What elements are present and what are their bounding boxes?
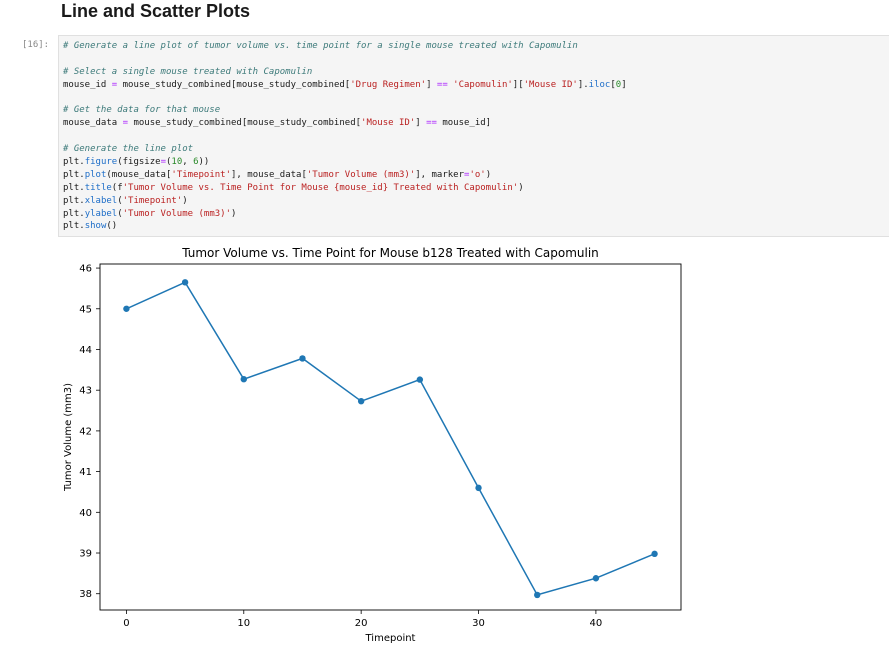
y-tick-label: 38 (79, 589, 92, 600)
code-line: # Generate a line plot of tumor volume v… (63, 41, 578, 51)
plot-area-frame (99, 263, 682, 611)
data-point-marker (123, 305, 130, 312)
data-point-marker (475, 484, 482, 492)
y-tick-label: 45 (79, 304, 92, 315)
y-tick-label: 41 (79, 467, 92, 478)
chart-title: Tumor Volume vs. Time Point for Mouse b1… (181, 246, 599, 260)
code-line: plt.show() (63, 221, 118, 232)
x-tick-label: 0 (123, 618, 129, 629)
data-point-marker (181, 279, 189, 286)
x-tick-label: 10 (237, 618, 250, 629)
y-axis-label: Tumor Volume (mm3) (63, 383, 74, 492)
y-tick-label: 42 (79, 426, 92, 437)
data-point-marker (592, 575, 600, 582)
data-point-marker (240, 375, 247, 383)
code-line: plt.plot(mouse_data['Timepoint'], mouse_… (63, 169, 492, 180)
data-point-marker (534, 591, 541, 599)
series-line (126, 281, 655, 596)
y-tick-label: 43 (79, 386, 92, 397)
cell-execution-count: [16]: (22, 40, 50, 50)
x-tick-label: 20 (355, 618, 368, 629)
data-point-marker (299, 355, 306, 362)
code-line: plt.title(f'Tumor Volume vs. Time Point … (63, 182, 524, 193)
code-line: mouse_id = mouse_study_combined[mouse_st… (63, 79, 627, 90)
code-line: plt.ylabel('Tumor Volume (mm3)') (63, 208, 237, 219)
code-line: # Get the data for that mouse (63, 105, 221, 116)
data-point-marker (651, 550, 658, 558)
y-tick-label: 44 (79, 345, 92, 356)
data-point-marker (416, 376, 424, 383)
code-line: plt.figure(figsize=(10, 6)) (63, 157, 210, 168)
x-axis-label: Timepoint (365, 633, 416, 644)
data-point-marker (357, 397, 365, 405)
y-tick-label: 39 (79, 549, 92, 560)
code-cell-input[interactable]: # Generate a line plot of tumor volume v… (58, 35, 889, 237)
y-tick-label: 40 (79, 508, 92, 519)
x-tick-label: 30 (472, 618, 485, 629)
code-line: # Select a single mouse treated with Cap… (63, 66, 313, 77)
code-line: # Generate the line plot (63, 144, 194, 155)
code-line: plt.xlabel('Timepoint') (63, 195, 188, 206)
y-tick-label: 46 (79, 264, 92, 275)
code-line: mouse_data = mouse_study_combined[mouse_… (63, 118, 492, 129)
x-tick-label: 40 (590, 618, 603, 629)
section-heading: Line and Scatter Plots (61, 1, 251, 21)
code-editor[interactable]: # Generate a line plot of tumor volume v… (63, 40, 627, 233)
